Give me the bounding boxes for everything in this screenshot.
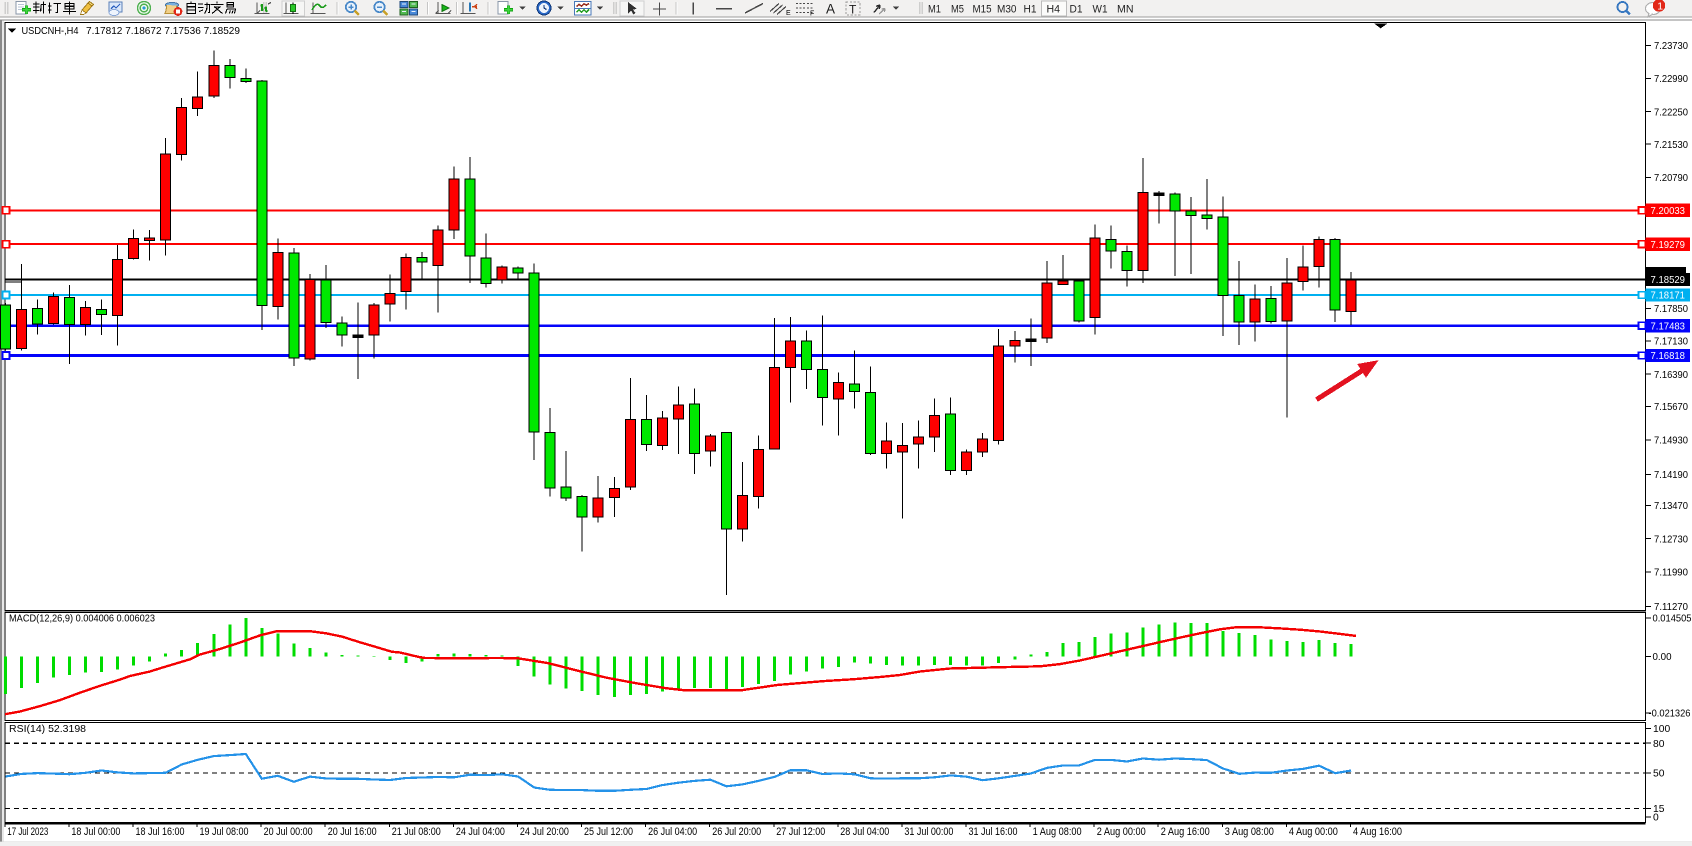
svg-text:7.20790: 7.20790	[1654, 173, 1688, 184]
svg-text:7.17812 7.18672 7.17536 7.1852: 7.17812 7.18672 7.17536 7.18529	[86, 25, 240, 37]
svg-text:A: A	[826, 2, 835, 17]
svg-text:1 Aug 08:00: 1 Aug 08:00	[1033, 826, 1082, 838]
svg-text:M15: M15	[973, 4, 992, 16]
svg-text:0: 0	[1653, 813, 1659, 824]
svg-text:7.18529: 7.18529	[1651, 275, 1686, 286]
svg-text:M30: M30	[997, 4, 1017, 16]
svg-text:7.19279: 7.19279	[1651, 240, 1686, 251]
svg-text:MN: MN	[1117, 4, 1134, 16]
svg-text:7.16818: 7.16818	[1651, 351, 1686, 362]
svg-text:7.21530: 7.21530	[1654, 140, 1688, 151]
svg-text:7.20033: 7.20033	[1651, 206, 1686, 217]
svg-text:26 Jul 04:00: 26 Jul 04:00	[648, 826, 697, 838]
svg-text:H4: H4	[1047, 4, 1061, 16]
svg-text:7.17850: 7.17850	[1654, 304, 1688, 315]
svg-text:H1: H1	[1024, 4, 1037, 16]
svg-text:21 Jul 08:00: 21 Jul 08:00	[392, 826, 441, 838]
svg-text:7.13470: 7.13470	[1654, 501, 1688, 512]
svg-text:0.014505: 0.014505	[1653, 614, 1692, 625]
svg-text:15: 15	[1653, 804, 1665, 815]
svg-text:7.17130: 7.17130	[1654, 337, 1688, 348]
svg-text:80: 80	[1653, 739, 1665, 750]
svg-text:E: E	[786, 10, 791, 17]
svg-text:26 Jul 20:00: 26 Jul 20:00	[712, 826, 761, 838]
svg-text:20 Jul 16:00: 20 Jul 16:00	[328, 826, 377, 838]
svg-text:T: T	[849, 3, 857, 17]
svg-text:4 Aug 16:00: 4 Aug 16:00	[1353, 826, 1402, 838]
svg-text:D1: D1	[1070, 4, 1083, 16]
svg-text:50: 50	[1653, 769, 1665, 780]
svg-text:25 Jul 12:00: 25 Jul 12:00	[584, 826, 633, 838]
svg-text:7.15670: 7.15670	[1654, 402, 1688, 413]
svg-text:19 Jul 08:00: 19 Jul 08:00	[200, 826, 249, 838]
svg-text:F: F	[810, 11, 814, 18]
svg-text:31 Jul 00:00: 31 Jul 00:00	[904, 826, 953, 838]
svg-text:7.14930: 7.14930	[1654, 436, 1688, 447]
svg-text:100: 100	[1653, 724, 1670, 735]
svg-text:3 Aug 08:00: 3 Aug 08:00	[1225, 826, 1274, 838]
svg-text:2 Aug 00:00: 2 Aug 00:00	[1097, 826, 1146, 838]
svg-text:27 Jul 12:00: 27 Jul 12:00	[776, 826, 825, 838]
svg-text:7.11990: 7.11990	[1654, 568, 1688, 579]
svg-text:18 Jul 16:00: 18 Jul 16:00	[136, 826, 185, 838]
svg-text:W1: W1	[1093, 4, 1108, 16]
svg-text:7.22990: 7.22990	[1654, 74, 1688, 85]
svg-text:0.00: 0.00	[1653, 652, 1672, 663]
svg-text:4 Aug 00:00: 4 Aug 00:00	[1289, 826, 1338, 838]
svg-text:31 Jul 16:00: 31 Jul 16:00	[969, 826, 1018, 838]
svg-text:7.18171: 7.18171	[1651, 291, 1686, 302]
svg-text:USDCNH-,H4: USDCNH-,H4	[22, 25, 79, 37]
svg-text:7.12730: 7.12730	[1654, 534, 1688, 545]
svg-text:17 Jul 2023: 17 Jul 2023	[7, 826, 48, 838]
svg-text:28 Jul 04:00: 28 Jul 04:00	[840, 826, 889, 838]
svg-text:-0.021326: -0.021326	[1649, 708, 1691, 719]
svg-text:7.16390: 7.16390	[1654, 370, 1688, 381]
svg-text:20 Jul 00:00: 20 Jul 00:00	[264, 826, 313, 838]
svg-text:24 Jul 04:00: 24 Jul 04:00	[456, 826, 505, 838]
svg-text:1: 1	[1657, 1, 1663, 13]
svg-text:RSI(14) 52.3198: RSI(14) 52.3198	[9, 724, 86, 735]
svg-text:18 Jul 00:00: 18 Jul 00:00	[71, 826, 120, 838]
svg-text:7.23730: 7.23730	[1654, 41, 1688, 52]
svg-text:24 Jul 20:00: 24 Jul 20:00	[520, 826, 569, 838]
svg-text:MACD(12,26,9) 0.004006 0.00602: MACD(12,26,9) 0.004006 0.006023	[9, 614, 155, 625]
svg-text:7.11270: 7.11270	[1654, 602, 1688, 613]
svg-text:M5: M5	[951, 4, 964, 16]
svg-text:M1: M1	[928, 4, 941, 16]
svg-text:2 Aug 16:00: 2 Aug 16:00	[1161, 826, 1210, 838]
svg-text:7.22250: 7.22250	[1654, 107, 1688, 118]
svg-text:7.17483: 7.17483	[1651, 321, 1686, 332]
svg-text:7.14190: 7.14190	[1654, 470, 1688, 481]
